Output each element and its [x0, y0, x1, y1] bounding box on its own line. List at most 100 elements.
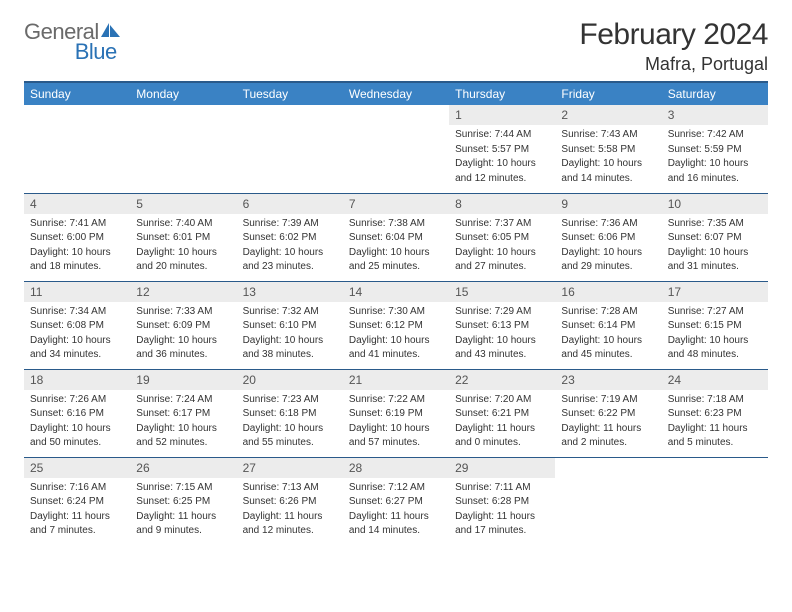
day-daylight1: Daylight: 11 hours — [136, 510, 230, 524]
day-sunrise: Sunrise: 7:34 AM — [30, 305, 124, 319]
day-daylight1: Daylight: 10 hours — [349, 422, 443, 436]
day-sunset: Sunset: 6:08 PM — [30, 319, 124, 333]
day-sunset: Sunset: 6:21 PM — [455, 407, 549, 421]
calendar-cell: 16Sunrise: 7:28 AMSunset: 6:14 PMDayligh… — [555, 281, 661, 369]
day-sunset: Sunset: 6:02 PM — [243, 231, 337, 245]
calendar-cell — [24, 105, 130, 193]
calendar-cell: 24Sunrise: 7:18 AMSunset: 6:23 PMDayligh… — [662, 369, 768, 457]
day-daylight1: Daylight: 10 hours — [455, 246, 549, 260]
day-sunrise: Sunrise: 7:19 AM — [561, 393, 655, 407]
day-sunset: Sunset: 6:16 PM — [30, 407, 124, 421]
day-daylight1: Daylight: 11 hours — [561, 422, 655, 436]
day-sunset: Sunset: 6:06 PM — [561, 231, 655, 245]
day-number: 18 — [24, 370, 130, 390]
day-daylight1: Daylight: 10 hours — [561, 246, 655, 260]
day-content: Sunrise: 7:32 AMSunset: 6:10 PMDaylight:… — [237, 302, 343, 367]
calendar-cell: 2Sunrise: 7:43 AMSunset: 5:58 PMDaylight… — [555, 105, 661, 193]
day-sunset: Sunset: 6:24 PM — [30, 495, 124, 509]
day-sunset: Sunset: 6:26 PM — [243, 495, 337, 509]
location: Mafra, Portugal — [579, 54, 768, 75]
day-number: 28 — [343, 458, 449, 478]
calendar-cell: 11Sunrise: 7:34 AMSunset: 6:08 PMDayligh… — [24, 281, 130, 369]
calendar-week-row: 18 Sunrise: 7:26 AMSunset: 6:16 PM Dayligh… — [24, 369, 768, 457]
day-sunrise: Sunrise: 7:32 AM — [243, 305, 337, 319]
day-number: 3 — [662, 105, 768, 125]
calendar-cell: 13Sunrise: 7:32 AMSunset: 6:10 PMDayligh… — [237, 281, 343, 369]
day-sunrise: Sunrise: 7:18 AM — [668, 393, 762, 407]
calendar-cell: 20Sunrise: 7:23 AMSunset: 6:18 PMDayligh… — [237, 369, 343, 457]
day-sunrise: Sunrise: 7:44 AM — [455, 128, 549, 142]
day-sunrise: Sunrise: 7:33 AM — [136, 305, 230, 319]
day-number: 10 — [662, 194, 768, 214]
calendar-cell: 7Sunrise: 7:38 AMSunset: 6:04 PMDaylight… — [343, 193, 449, 281]
day-sunrise: Sunrise: 7:30 AM — [349, 305, 443, 319]
day-content: Sunrise: 7:34 AMSunset: 6:08 PMDaylight:… — [24, 302, 130, 367]
day-daylight2: and 18 minutes. — [30, 260, 124, 274]
day-number: 9 — [555, 194, 661, 214]
day-daylight1: Daylight: 10 hours — [668, 157, 762, 171]
calendar-cell: 1Sunrise: 7:44 AMSunset: 5:57 PMDaylight… — [449, 105, 555, 193]
weekday-header: Friday — [555, 83, 661, 105]
day-number: 24 — [662, 370, 768, 390]
day-sunset: Sunset: 6:10 PM — [243, 319, 337, 333]
day-content: Sunrise: 7:42 AMSunset: 5:59 PMDaylight:… — [662, 125, 768, 190]
day-sunrise: Sunrise: 7:40 AM — [136, 217, 230, 231]
day-sunset: Sunset: 6:27 PM — [349, 495, 443, 509]
day-sunset: Sunset: 6:23 PM — [668, 407, 762, 421]
day-daylight2: and 29 minutes. — [561, 260, 655, 274]
calendar-cell: 14Sunrise: 7:30 AMSunset: 6:12 PMDayligh… — [343, 281, 449, 369]
day-content: Sunrise: 7:35 AMSunset: 6:07 PMDaylight:… — [662, 214, 768, 279]
calendar-cell: 9Sunrise: 7:36 AMSunset: 6:06 PMDaylight… — [555, 193, 661, 281]
day-sunset: Sunset: 6:12 PM — [349, 319, 443, 333]
weekday-header: Saturday — [662, 83, 768, 105]
day-number: 23 — [555, 370, 661, 390]
day-daylight1: Daylight: 11 hours — [455, 422, 549, 436]
calendar-cell: 15Sunrise: 7:29 AMSunset: 6:13 PMDayligh… — [449, 281, 555, 369]
day-daylight2: and 36 minutes. — [136, 348, 230, 362]
day-sunset: Sunset: 6:14 PM — [561, 319, 655, 333]
calendar-cell: 22Sunrise: 7:20 AMSunset: 6:21 PMDayligh… — [449, 369, 555, 457]
day-content: Sunrise: 7:18 AMSunset: 6:23 PMDaylight:… — [662, 390, 768, 455]
day-daylight2: and 12 minutes. — [455, 172, 549, 186]
calendar-cell: 19Sunrise: 7:24 AMSunset: 6:17 PMDayligh… — [130, 369, 236, 457]
day-daylight1: Daylight: 10 hours — [136, 422, 230, 436]
day-daylight2: and 9 minutes. — [136, 524, 230, 538]
day-daylight2: and 0 minutes. — [455, 436, 549, 450]
day-content: Sunrise: 7:20 AMSunset: 6:21 PMDaylight:… — [449, 390, 555, 455]
day-daylight1: Daylight: 10 hours — [243, 334, 337, 348]
calendar-cell: 17Sunrise: 7:27 AMSunset: 6:15 PMDayligh… — [662, 281, 768, 369]
day-number: 21 — [343, 370, 449, 390]
day-sunrise: Sunrise: 7:15 AM — [136, 481, 230, 495]
day-daylight2: and 31 minutes. — [668, 260, 762, 274]
day-content: Sunrise: 7:43 AMSunset: 5:58 PMDaylight:… — [555, 125, 661, 190]
day-sunrise: Sunrise: 7:37 AM — [455, 217, 549, 231]
weekday-header: Wednesday — [343, 83, 449, 105]
day-number: 22 — [449, 370, 555, 390]
day-daylight1: Daylight: 10 hours — [243, 422, 337, 436]
logo: GeneralBlue — [24, 18, 123, 62]
day-daylight2: and 34 minutes. — [30, 348, 124, 362]
day-daylight1: Daylight: 10 hours — [561, 334, 655, 348]
day-daylight2: and 16 minutes. — [668, 172, 762, 186]
day-sunrise: Sunrise: 7:27 AM — [668, 305, 762, 319]
day-number: 4 — [24, 194, 130, 214]
day-number: 16 — [555, 282, 661, 302]
day-daylight2: and 48 minutes. — [668, 348, 762, 362]
calendar-cell — [662, 457, 768, 545]
day-content: Sunrise: 7:39 AMSunset: 6:02 PMDaylight:… — [237, 214, 343, 279]
day-sunset: Sunset: 6:00 PM — [30, 231, 124, 245]
header: GeneralBlue February 2024 Mafra, Portuga… — [24, 18, 768, 75]
day-sunset: Sunset: 5:57 PM — [455, 143, 549, 157]
weekday-header: Sunday — [24, 83, 130, 105]
day-sunset: Sunset: 6:18 PM — [243, 407, 337, 421]
day-sunrise: Sunrise: 7:26 AM — [30, 393, 124, 407]
day-content: Sunrise: 7:30 AMSunset: 6:12 PMDaylight:… — [343, 302, 449, 367]
month-title: February 2024 — [579, 18, 768, 52]
calendar-week-row: 4Sunrise: 7:41 AMSunset: 6:00 PMDaylight… — [24, 193, 768, 281]
day-daylight1: Daylight: 10 hours — [349, 334, 443, 348]
calendar-cell: 5Sunrise: 7:40 AMSunset: 6:01 PMDaylight… — [130, 193, 236, 281]
day-daylight1: Daylight: 11 hours — [455, 510, 549, 524]
calendar-body: 1Sunrise: 7:44 AMSunset: 5:57 PMDaylight… — [24, 105, 768, 545]
calendar-cell: 12Sunrise: 7:33 AMSunset: 6:09 PMDayligh… — [130, 281, 236, 369]
day-daylight1: Daylight: 10 hours — [455, 157, 549, 171]
